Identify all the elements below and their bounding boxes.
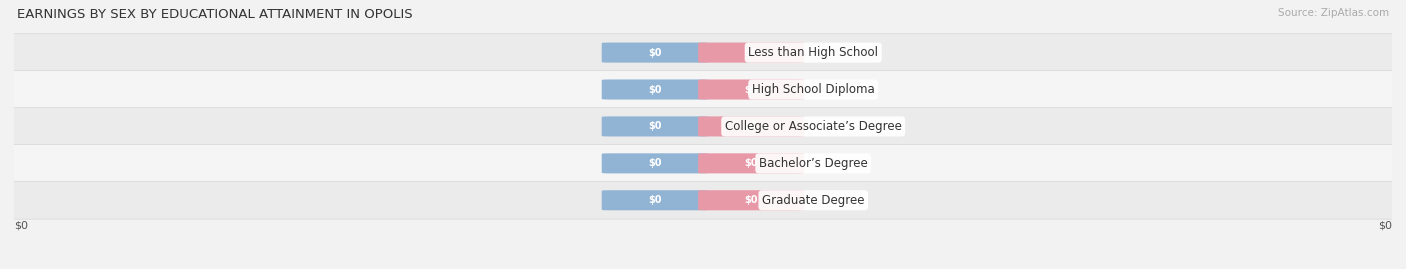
- FancyBboxPatch shape: [699, 79, 804, 100]
- Text: $0: $0: [648, 158, 662, 168]
- Text: High School Diploma: High School Diploma: [752, 83, 875, 96]
- FancyBboxPatch shape: [0, 108, 1406, 145]
- Text: $0: $0: [648, 48, 662, 58]
- Text: $0: $0: [648, 84, 662, 94]
- Text: College or Associate’s Degree: College or Associate’s Degree: [724, 120, 901, 133]
- Text: Less than High School: Less than High School: [748, 46, 879, 59]
- Text: $0: $0: [648, 195, 662, 205]
- Text: Source: ZipAtlas.com: Source: ZipAtlas.com: [1278, 8, 1389, 18]
- Text: $0: $0: [744, 158, 758, 168]
- FancyBboxPatch shape: [699, 153, 804, 174]
- Text: $0: $0: [744, 84, 758, 94]
- Text: $0: $0: [14, 221, 28, 231]
- FancyBboxPatch shape: [602, 190, 707, 210]
- Text: $0: $0: [648, 121, 662, 132]
- FancyBboxPatch shape: [602, 153, 707, 174]
- Text: Bachelor’s Degree: Bachelor’s Degree: [759, 157, 868, 170]
- FancyBboxPatch shape: [602, 116, 707, 136]
- Text: $0: $0: [744, 195, 758, 205]
- FancyBboxPatch shape: [699, 43, 804, 63]
- FancyBboxPatch shape: [0, 34, 1406, 71]
- FancyBboxPatch shape: [0, 144, 1406, 182]
- FancyBboxPatch shape: [602, 79, 707, 100]
- Text: EARNINGS BY SEX BY EDUCATIONAL ATTAINMENT IN OPOLIS: EARNINGS BY SEX BY EDUCATIONAL ATTAINMEN…: [17, 8, 412, 21]
- FancyBboxPatch shape: [699, 190, 804, 210]
- Text: $0: $0: [744, 48, 758, 58]
- Text: $0: $0: [1378, 221, 1392, 231]
- FancyBboxPatch shape: [0, 182, 1406, 219]
- FancyBboxPatch shape: [0, 71, 1406, 108]
- FancyBboxPatch shape: [602, 43, 707, 63]
- Text: $0: $0: [744, 121, 758, 132]
- FancyBboxPatch shape: [699, 116, 804, 136]
- Text: Graduate Degree: Graduate Degree: [762, 194, 865, 207]
